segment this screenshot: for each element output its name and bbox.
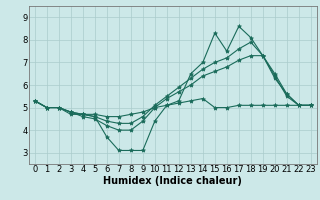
X-axis label: Humidex (Indice chaleur): Humidex (Indice chaleur) [103, 176, 242, 186]
